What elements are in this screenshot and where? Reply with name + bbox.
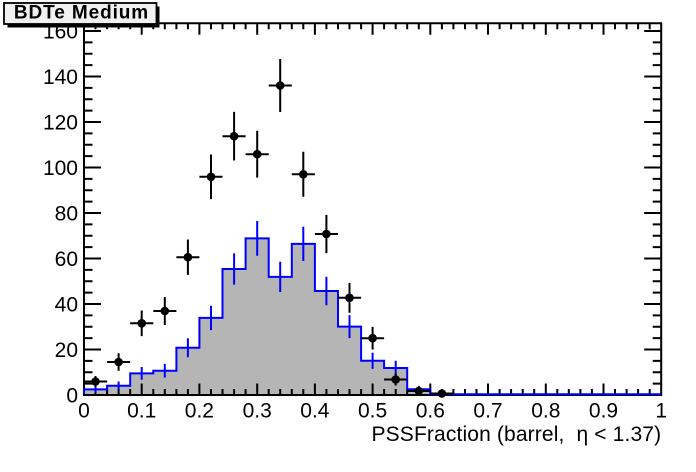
svg-text:0.5: 0.5 <box>358 400 387 423</box>
svg-text:0: 0 <box>78 400 90 423</box>
svg-text:BDTe Medium: BDTe Medium <box>14 3 149 24</box>
svg-text:100: 100 <box>43 157 78 180</box>
svg-text:0.4: 0.4 <box>300 400 330 423</box>
svg-text:0.9: 0.9 <box>589 400 618 423</box>
svg-text:0.7: 0.7 <box>473 400 502 423</box>
svg-text:1: 1 <box>655 400 667 423</box>
svg-text:0.8: 0.8 <box>531 400 560 423</box>
svg-text:0.3: 0.3 <box>243 400 272 423</box>
svg-text:80: 80 <box>55 203 78 226</box>
svg-text:0.6: 0.6 <box>416 400 445 423</box>
svg-text:0: 0 <box>66 385 78 408</box>
svg-text:20: 20 <box>55 339 78 362</box>
svg-text:0.1: 0.1 <box>127 400 156 423</box>
svg-text:PSSFraction (barrel, η < 1.37: PSSFraction (barrel, η < 1.37) <box>372 423 662 446</box>
svg-text:0.2: 0.2 <box>185 400 214 423</box>
svg-text:120: 120 <box>43 112 78 135</box>
svg-text:40: 40 <box>55 294 78 317</box>
svg-text:60: 60 <box>55 248 78 271</box>
svg-text:140: 140 <box>43 66 78 89</box>
